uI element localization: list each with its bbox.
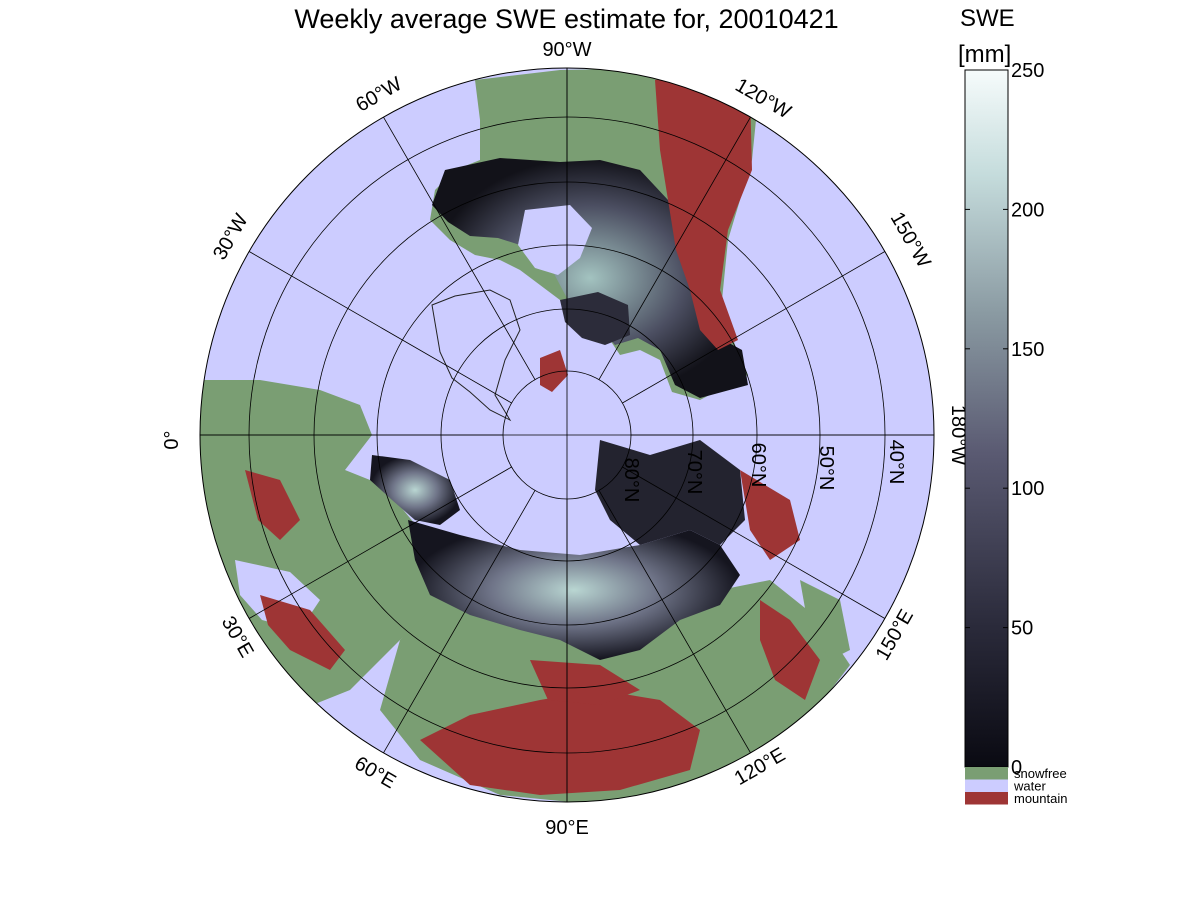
greenland-outline bbox=[431, 289, 521, 422]
snowcover-north-america bbox=[432, 158, 748, 398]
swe-colorbar: SWE [mm] 0 50 100 150 200 250 bbox=[958, 5, 1044, 779]
legend-swatch-mountain bbox=[965, 792, 1008, 805]
lon-label-150w: 150°W bbox=[886, 208, 935, 271]
legend-swatch-snowfree bbox=[965, 767, 1008, 780]
mountains-east-siberia bbox=[740, 470, 800, 560]
legend-swatch-water bbox=[965, 779, 1008, 792]
lon-label-0: 0° bbox=[161, 430, 183, 449]
lat-label-50n: 50°N bbox=[815, 446, 837, 491]
colorbar-tick-label: 0 bbox=[1011, 757, 1022, 779]
meridian-line bbox=[598, 116, 751, 380]
lon-label-180w: 180°W bbox=[947, 405, 969, 465]
colorbar-gradient bbox=[964, 69, 1009, 768]
map-title: Weekly average SWE estimate for, 2001042… bbox=[294, 4, 839, 34]
legend-label-snowfree: snowfree bbox=[1014, 766, 1067, 781]
colorbar-tick-label: 100 bbox=[1011, 478, 1044, 500]
meridian-line bbox=[598, 490, 751, 754]
mountains-himalaya-tibet bbox=[420, 690, 700, 795]
lat-label-70n: 70°N bbox=[683, 450, 705, 495]
colorbar-label-swe: SWE bbox=[960, 5, 1015, 32]
legend-label-water: water bbox=[1013, 779, 1046, 794]
mountains-rockies bbox=[655, 72, 752, 350]
landmass-europe-africa bbox=[200, 380, 445, 710]
meridian-line bbox=[622, 251, 886, 404]
lon-label-90w: 90°W bbox=[542, 39, 591, 61]
meridian-line bbox=[383, 490, 536, 754]
lat-label-60n: 60°N bbox=[747, 443, 769, 488]
meridian-line bbox=[622, 466, 886, 619]
meridian-line bbox=[248, 466, 512, 619]
lon-label-90e: 90°E bbox=[545, 817, 589, 839]
mountains-central-asia bbox=[530, 660, 640, 705]
meridian-line bbox=[248, 251, 512, 404]
lat-label-40n: 40°N bbox=[885, 440, 907, 485]
ellesmere-mountains bbox=[540, 350, 568, 392]
landmass-kamchatka bbox=[800, 580, 850, 660]
lon-label-30w: 30°W bbox=[209, 210, 253, 264]
snowcover-arctic-coast bbox=[595, 440, 745, 545]
snowcover-scandinavia bbox=[370, 455, 460, 525]
meridian-line bbox=[383, 116, 536, 380]
legend-label-mountain: mountain bbox=[1014, 791, 1067, 806]
lat-label-80n: 80°N bbox=[620, 458, 642, 503]
mountains-atlas-balkans bbox=[260, 595, 345, 670]
mountains-china-east bbox=[760, 600, 820, 700]
colorbar-tick-label: 200 bbox=[1011, 199, 1044, 221]
hudson-bay bbox=[518, 205, 592, 275]
colorbar-ticks: 0 50 100 150 200 250 bbox=[965, 60, 1044, 779]
colorbar-label-unit: [mm] bbox=[958, 41, 1011, 68]
meridian-lines bbox=[200, 68, 934, 802]
lon-label-60e: 60°E bbox=[351, 752, 400, 793]
mountains-alps bbox=[245, 470, 300, 540]
arctic-islands bbox=[560, 292, 630, 345]
colorbar-tick-label: 150 bbox=[1011, 339, 1044, 361]
snowcover-siberia bbox=[408, 520, 740, 660]
colorbar-tick-label: 50 bbox=[1011, 618, 1033, 640]
colorbar-tick-label: 250 bbox=[1011, 60, 1044, 82]
